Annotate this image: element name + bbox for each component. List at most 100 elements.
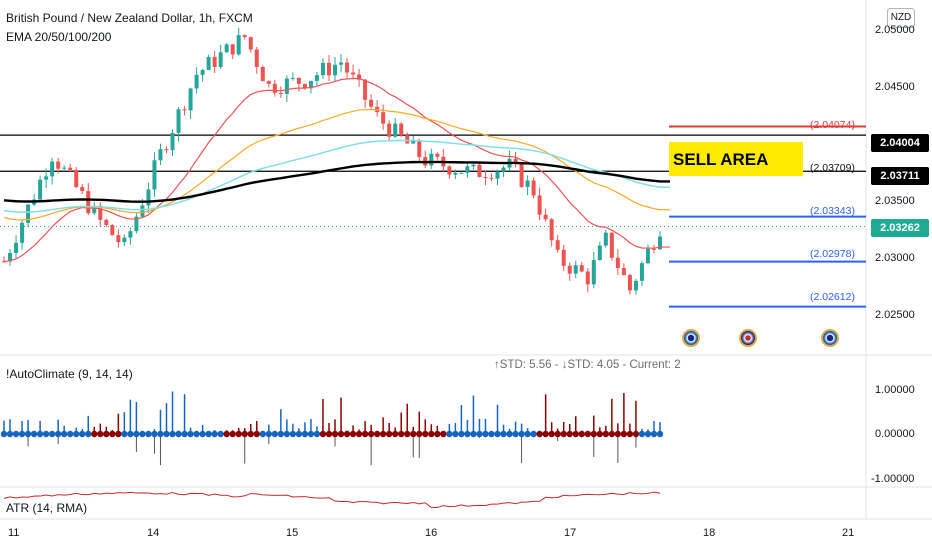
climate-dot (428, 430, 435, 438)
climate-dot (548, 430, 555, 438)
candle-body (278, 92, 283, 94)
climate-dot (385, 430, 393, 438)
candle-body (26, 204, 31, 223)
atr-line (3, 491, 661, 509)
climate-dot (391, 430, 399, 438)
time-tick: 11 (8, 527, 20, 539)
climate-dot (181, 430, 188, 438)
climate-dot (289, 430, 297, 438)
climate-dot (361, 430, 369, 438)
candle-body (296, 77, 301, 84)
candle-body (86, 191, 91, 214)
climate-dot (325, 430, 333, 438)
candle-body (56, 161, 61, 169)
candle-body (489, 177, 494, 179)
climate-dot (151, 430, 158, 438)
level-label-4: (2.02978) (810, 248, 855, 260)
climate-dot (241, 430, 248, 438)
climate-dot (446, 430, 453, 438)
climate-dot (127, 430, 134, 438)
candle-body (266, 81, 271, 84)
candle-body (308, 80, 313, 89)
candle-body (495, 171, 500, 179)
indicator-label[interactable]: !AutoClimate (9, 14, 14) (6, 367, 133, 381)
candle-body (140, 205, 145, 217)
time-tick: 21 (842, 527, 855, 539)
climate-dot (602, 430, 610, 438)
climate-dot (67, 430, 74, 438)
climate-dot (319, 430, 327, 438)
candles (2, 27, 662, 295)
candle-body (651, 248, 656, 250)
price-label-current: 2.03262 (871, 219, 929, 237)
climate-dot (644, 430, 652, 438)
ema-lines (3, 77, 670, 263)
climate-dot (488, 430, 495, 438)
candle-body (471, 164, 476, 167)
candle-body (627, 275, 632, 291)
candle-body (447, 166, 452, 175)
climate-dot (500, 430, 507, 438)
ema-label: EMA 20/50/100/200 (6, 30, 112, 44)
candle-body (20, 222, 25, 243)
climate-dot (175, 430, 182, 438)
price-label-2-03711: 2.03711 (871, 167, 929, 185)
candle-body (212, 56, 217, 67)
climate-dot (259, 430, 266, 438)
climate-dot (464, 430, 471, 438)
candle-body (537, 195, 542, 215)
climate-dot (530, 430, 537, 438)
climate-dot (163, 430, 170, 438)
climate-dot (542, 430, 549, 438)
climate-dot (42, 430, 50, 438)
climate-dot (223, 430, 230, 438)
climate-dot (199, 430, 206, 438)
nzd-flag-icon[interactable] (682, 329, 700, 347)
climate-dot (572, 430, 579, 438)
candle-body (393, 123, 398, 137)
climate-dot (307, 430, 315, 438)
candle-body (573, 265, 578, 274)
price-label-2-04004: 2.04004 (871, 134, 929, 152)
climate-dot (109, 430, 116, 438)
climate-dot (590, 430, 597, 438)
currency-badge[interactable]: NZD (887, 8, 915, 28)
climate-dot (584, 430, 591, 438)
candle-body (122, 237, 127, 243)
candle-body (110, 225, 115, 236)
candle-body (387, 123, 392, 137)
climate-dot (554, 430, 561, 438)
climate-dot (103, 430, 110, 438)
candle-body (339, 62, 344, 65)
climate-dot (506, 430, 513, 438)
climate-dot (30, 430, 38, 438)
price-tick: 2.02500 (875, 309, 915, 321)
climate-dot (24, 430, 32, 438)
candle-body (146, 189, 151, 206)
candle-body (519, 163, 524, 187)
climate-dot (458, 430, 465, 438)
candle-body (92, 205, 97, 214)
climate-dot (410, 430, 417, 438)
climate-dot (6, 430, 14, 438)
gbp-flag-icon[interactable] (739, 329, 757, 347)
nzd-flag-icon[interactable] (821, 329, 839, 347)
candle-body (417, 140, 422, 158)
atr-label[interactable]: ATR (14, RMA) (6, 501, 88, 515)
climate-dot (638, 430, 646, 438)
price-tick: 2.03000 (875, 252, 915, 264)
atr-line (3, 491, 661, 509)
climate-dot (205, 430, 212, 438)
time-tick: 14 (147, 527, 160, 539)
climate-dot (187, 430, 194, 438)
climate-dot (85, 430, 92, 438)
candle-body (236, 35, 241, 55)
climate-dot (632, 430, 640, 438)
candle-body (74, 169, 79, 188)
candle-body (128, 231, 133, 238)
candle-body (152, 160, 157, 190)
candle-body (188, 88, 193, 111)
indicator-tick: -1.00000 (871, 473, 915, 485)
candle-body (381, 112, 386, 124)
